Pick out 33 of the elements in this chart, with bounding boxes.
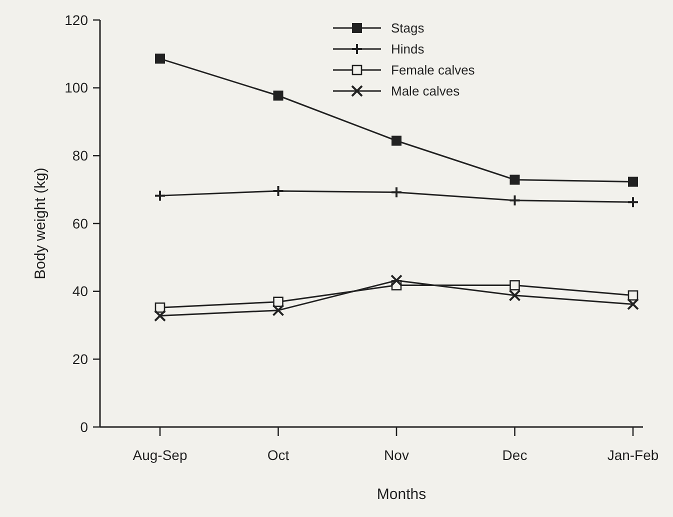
- point: [627, 298, 639, 310]
- y-tick-label: 0: [80, 418, 88, 435]
- point: [155, 54, 165, 64]
- point: [510, 174, 520, 185]
- y-tick-label: 120: [64, 12, 88, 28]
- legend-label: Hinds: [391, 42, 425, 57]
- x-tick-label: Jan-Feb: [607, 447, 659, 463]
- x-tick-label: Dec: [502, 447, 528, 463]
- y-tick-label: 80: [72, 148, 88, 164]
- point: [272, 304, 284, 316]
- legend-label: Female calves: [391, 62, 476, 78]
- point: [390, 274, 402, 286]
- x-axis-title: Months: [376, 486, 426, 503]
- x-tick-label: Aug-Sep: [132, 447, 188, 463]
- point: [508, 194, 521, 206]
- y-axis-title: Body weight (kg): [32, 168, 49, 280]
- point: [628, 176, 638, 187]
- point: [154, 310, 166, 322]
- y-tick-label: 40: [72, 283, 88, 300]
- x-tick-label: Nov: [384, 447, 409, 463]
- point: [510, 280, 520, 290]
- y-tick-label: 100: [64, 80, 88, 96]
- legend-label: Stags: [391, 20, 425, 36]
- y-tick-label: 20: [72, 351, 88, 368]
- point: [508, 289, 521, 302]
- x-tick-label: Oct: [267, 447, 290, 463]
- point: [392, 136, 402, 146]
- point: [627, 196, 639, 208]
- point: [273, 90, 284, 101]
- y-tick-label: 60: [72, 215, 88, 232]
- legend-label: Male calves: [391, 84, 460, 99]
- point: [154, 190, 166, 202]
- point: [273, 296, 284, 307]
